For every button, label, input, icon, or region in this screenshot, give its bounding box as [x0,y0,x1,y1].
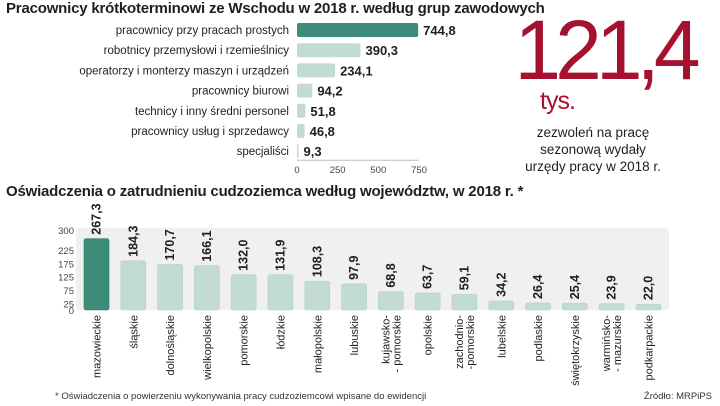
bar [230,274,257,311]
bar [341,283,367,311]
value-label: 170,7 [163,229,177,260]
category-label: pracownicy biurowi [192,86,289,98]
regions-chart-title: Oświadczenia o zatrudnieniu cudzoziemca … [6,183,524,200]
bar [267,274,294,311]
y-tick-label: 300 [58,226,74,237]
bar [297,103,306,118]
bar [378,291,404,311]
category-label: śląskie [128,315,140,349]
value-label: 108,3 [310,246,324,277]
value-label: 23,9 [605,275,619,299]
value-label: 184,3 [126,226,140,257]
bar [297,83,313,98]
y-tick-label: 125 [58,273,74,284]
category-label: podkarpackie [644,315,656,380]
category-label: warmińsko- [601,315,613,373]
category-label: operatorzy i monterzy maszyn i urządzeń [79,65,289,77]
category-label: pracownicy przy pracach prostych [116,25,289,37]
bar [297,63,336,78]
category-label: kujawsko- [380,315,392,364]
category-label: -pomorskie [465,315,477,369]
value-label: 51,8 [310,104,335,119]
category-label: małopolskie [312,315,324,373]
value-label: 25,4 [568,275,582,299]
x-tick-label: 750 [411,165,427,176]
value-label: 132,0 [237,239,251,270]
highlight-value: 121,4 [514,3,700,97]
value-label: 59,1 [458,266,472,290]
bar [194,265,220,311]
category-label: zachodnio- [454,315,466,369]
category-label: - mazurskie [612,315,624,372]
bar [525,302,551,311]
value-label: 267,3 [90,203,104,234]
occupations-chart-title: Pracownicy krótkoterminowi ze Wschodu w … [6,0,545,17]
category-label: specjaliści [237,146,289,158]
category-label: robotnicy przemysłowi i rzemieślnicy [104,45,290,57]
category-label: wielkopolskie [202,315,214,381]
x-tick-label: 500 [370,165,386,176]
category-label: łódzkie [276,315,288,349]
bar [297,144,299,159]
category-label: dolnośląskie [165,315,177,376]
category-label: lubelskie [496,315,508,358]
value-label: 9,3 [304,144,322,159]
value-label: 131,9 [274,239,288,270]
value-label: 166,1 [200,230,214,261]
bar [451,293,478,311]
bar [562,302,588,311]
highlight-description: zezwoleń na pracę sezonową wydały urzędy… [468,124,718,175]
highlight-description-line: zezwoleń na pracę [536,125,650,140]
category-label: - pomorskie [391,315,403,372]
category-label: lubuskie [349,315,361,355]
category-label: pracownicy usług i sprzedawcy [131,126,289,138]
bar [635,303,662,311]
bar [157,264,183,311]
category-label: technicy i inny średni personel [135,106,289,118]
highlight-unit: tys. [540,87,576,115]
value-label: 34,2 [494,273,508,297]
y-tick-label: 225 [58,246,74,257]
y-tick-label: 175 [58,259,74,270]
occupations-bar-chart: pracownicy przy pracach prostych 744,8 rob… [79,23,456,176]
y-tick-label: 0 [69,306,74,317]
highlight-description-line: urzędy pracy w 2018 r. [525,159,661,174]
regions-bar-chart: 025 75 125 175 225 300 267,3 mazowieckie 184,3 śl… [58,203,669,386]
category-label: mazowieckie [92,315,104,378]
highlight-description-line: sezonową wydały [540,142,646,157]
value-label: 26,4 [531,275,545,299]
value-label: 22,0 [642,276,656,300]
category-label: opolskie [423,315,435,355]
x-tick-label: 0 [294,165,299,176]
bar [297,23,419,37]
bar [414,292,441,311]
footnote: * Oświadczenia o powierzeniu wykonywania… [55,391,427,402]
bar [598,303,625,311]
value-label: 68,8 [384,263,398,287]
value-label: 46,8 [310,124,335,139]
bar [297,124,305,138]
bar [120,260,147,311]
y-tick-label: 75 [63,286,74,297]
value-label: 94,2 [317,84,342,99]
source-note: Źródło: MRPiPS [643,391,712,402]
value-label: 234,1 [340,63,373,78]
value-label: 97,9 [347,256,361,280]
value-label: 390,3 [365,43,398,58]
value-label: 63,7 [421,265,435,289]
bar [297,43,361,58]
category-label: świętokrzyskie [570,315,582,386]
bar [304,280,331,311]
x-tick-label: 250 [330,165,346,176]
bar [488,300,515,311]
value-label: 744,8 [423,23,456,38]
y-tick-label: 25 [63,299,74,310]
category-label: pomorskie [239,315,251,366]
category-label: podlaskie [533,315,545,361]
bar [83,238,110,311]
plot-background [76,228,669,310]
